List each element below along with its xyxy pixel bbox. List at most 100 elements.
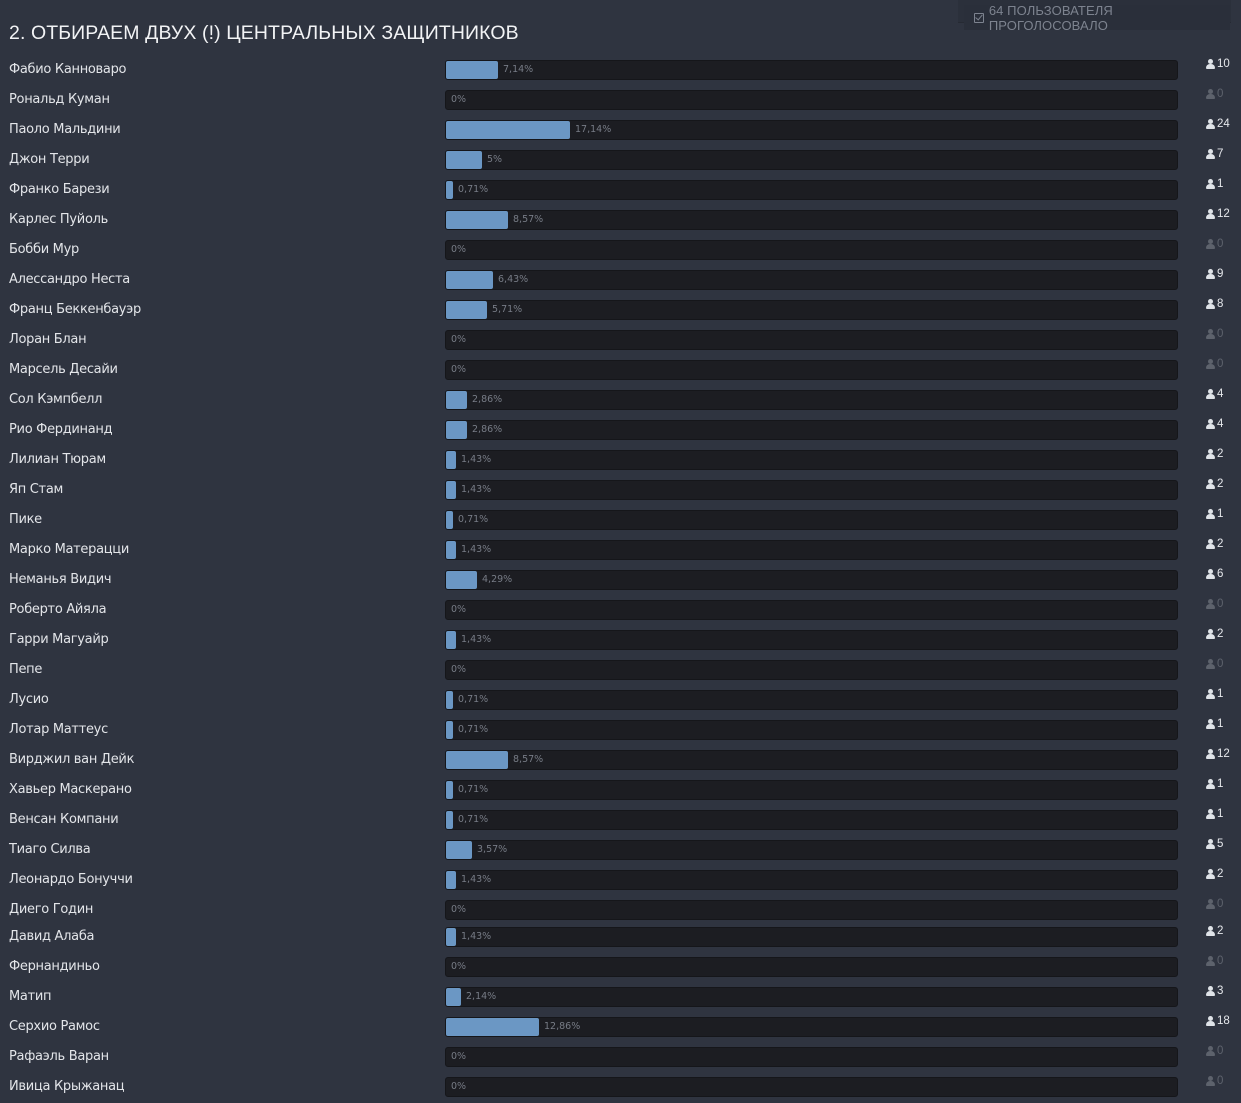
vote-count-value: 18: [1217, 1015, 1230, 1027]
result-bar-fill: [446, 211, 508, 229]
result-bar-track: 1,43%: [445, 450, 1178, 470]
percent-label: 8,57%: [513, 754, 544, 765]
result-bar-track: 0%: [445, 360, 1178, 380]
vote-count-value: 10: [1217, 58, 1230, 70]
poll-option-row: Франко Барези 0,71% 1: [0, 178, 1241, 202]
vote-count[interactable]: 1: [1206, 778, 1223, 790]
vote-count[interactable]: 1: [1206, 688, 1223, 700]
vote-count[interactable]: 2: [1206, 868, 1223, 880]
vote-count-value: 4: [1217, 418, 1224, 430]
result-bar-track: 0,71%: [445, 510, 1178, 530]
vote-count[interactable]: 12: [1206, 748, 1230, 760]
poll-title: 2. ОТБИРАЕМ ДВУХ (!) ЦЕНТРАЛЬНЫХ ЗАЩИТНИ…: [9, 22, 519, 44]
percent-label: 0,71%: [458, 784, 489, 795]
result-bar-track: 0,71%: [445, 180, 1178, 200]
vote-count[interactable]: 10: [1206, 58, 1230, 70]
option-name: Пепе: [9, 662, 43, 677]
result-bar-fill: [446, 1018, 539, 1036]
percent-label: 1,43%: [461, 454, 492, 465]
option-name: Гарри Магуайр: [9, 632, 109, 647]
vote-count[interactable]: 0: [1206, 898, 1223, 910]
percent-label: 0,71%: [458, 814, 489, 825]
poll-option-row: Паоло Мальдини 17,14% 24: [0, 118, 1241, 142]
vote-count[interactable]: 0: [1206, 238, 1223, 250]
result-bar-track: 0%: [445, 330, 1178, 350]
option-name: Лусио: [9, 692, 49, 707]
vote-count[interactable]: 0: [1206, 1075, 1223, 1087]
poll-option-row: Диего Годин 0% 0: [0, 898, 1241, 922]
vote-count[interactable]: 0: [1206, 88, 1223, 100]
vote-count-value: 0: [1217, 898, 1224, 910]
vote-count[interactable]: 0: [1206, 658, 1223, 670]
result-bar-track: 0,71%: [445, 720, 1178, 740]
option-name: Франц Беккенбауэр: [9, 302, 141, 317]
option-name: Яп Стам: [9, 482, 63, 497]
vote-count[interactable]: 0: [1206, 328, 1223, 340]
vote-count[interactable]: 1: [1206, 718, 1223, 730]
result-bar-track: 2,86%: [445, 390, 1178, 410]
result-bar-fill: [446, 61, 498, 79]
percent-label: 0%: [451, 1051, 467, 1062]
vote-count[interactable]: 0: [1206, 1045, 1223, 1057]
result-bar-fill: [446, 301, 487, 319]
result-bar-track: 8,57%: [445, 750, 1178, 770]
result-bar-track: 1,43%: [445, 870, 1178, 890]
option-name: Рио Фердинанд: [9, 422, 113, 437]
poll-option-row: Роберто Айяла 0% 0: [0, 598, 1241, 622]
result-bar-fill: [446, 631, 456, 649]
vote-count[interactable]: 3: [1206, 985, 1223, 997]
result-bar-track: 0%: [445, 90, 1178, 110]
vote-count[interactable]: 4: [1206, 388, 1223, 400]
result-bar-fill: [446, 541, 456, 559]
vote-count[interactable]: 1: [1206, 178, 1223, 190]
vote-count-value: 12: [1217, 208, 1230, 220]
result-bar-fill: [446, 871, 456, 889]
vote-count[interactable]: 8: [1206, 298, 1223, 310]
vote-count-value: 9: [1217, 268, 1224, 280]
result-bar-track: 0%: [445, 957, 1178, 977]
percent-label: 1,43%: [461, 544, 492, 555]
percent-label: 8,57%: [513, 214, 544, 225]
vote-count[interactable]: 1: [1206, 508, 1223, 520]
vote-count[interactable]: 0: [1206, 598, 1223, 610]
vote-count[interactable]: 1: [1206, 808, 1223, 820]
option-name: Лотар Маттеус: [9, 722, 108, 737]
vote-count[interactable]: 12: [1206, 208, 1230, 220]
vote-count[interactable]: 2: [1206, 925, 1223, 937]
vote-count[interactable]: 24: [1206, 118, 1230, 130]
vote-count-value: 2: [1217, 925, 1224, 937]
vote-count[interactable]: 7: [1206, 148, 1223, 160]
poll-option-row: Фернандиньо 0% 0: [0, 955, 1241, 979]
vote-count[interactable]: 2: [1206, 478, 1223, 490]
user-icon: [1206, 509, 1215, 519]
poll-option-row: Рио Фердинанд 2,86% 4: [0, 418, 1241, 442]
result-bar-fill: [446, 451, 456, 469]
result-bar-track: 12,86%: [445, 1017, 1178, 1037]
result-bar-fill: [446, 751, 508, 769]
poll-option-row: Карлес Пуйоль 8,57% 12: [0, 208, 1241, 232]
vote-count-value: 0: [1217, 955, 1224, 967]
vote-count[interactable]: 5: [1206, 838, 1223, 850]
vote-count[interactable]: 0: [1206, 955, 1223, 967]
user-icon: [1206, 956, 1215, 966]
user-icon: [1206, 809, 1215, 819]
option-name: Хавьер Маскерано: [9, 782, 132, 797]
vote-count[interactable]: 2: [1206, 538, 1223, 550]
vote-count[interactable]: 6: [1206, 568, 1223, 580]
option-name: Марсель Десайи: [9, 362, 118, 377]
vote-count[interactable]: 0: [1206, 358, 1223, 370]
result-bar-fill: [446, 391, 467, 409]
vote-count-value: 0: [1217, 358, 1224, 370]
poll-option-row: Франц Беккенбауэр 5,71% 8: [0, 298, 1241, 322]
vote-count[interactable]: 4: [1206, 418, 1223, 430]
vote-count[interactable]: 2: [1206, 628, 1223, 640]
vote-count[interactable]: 18: [1206, 1015, 1230, 1027]
vote-count[interactable]: 9: [1206, 268, 1223, 280]
user-icon: [1206, 449, 1215, 459]
option-name: Бобби Мур: [9, 242, 79, 257]
vote-count[interactable]: 2: [1206, 448, 1223, 460]
user-icon: [1206, 659, 1215, 669]
percent-label: 0%: [451, 364, 467, 375]
option-name: Ивица Крыжанац: [9, 1079, 125, 1094]
percent-label: 17,14%: [575, 124, 612, 135]
